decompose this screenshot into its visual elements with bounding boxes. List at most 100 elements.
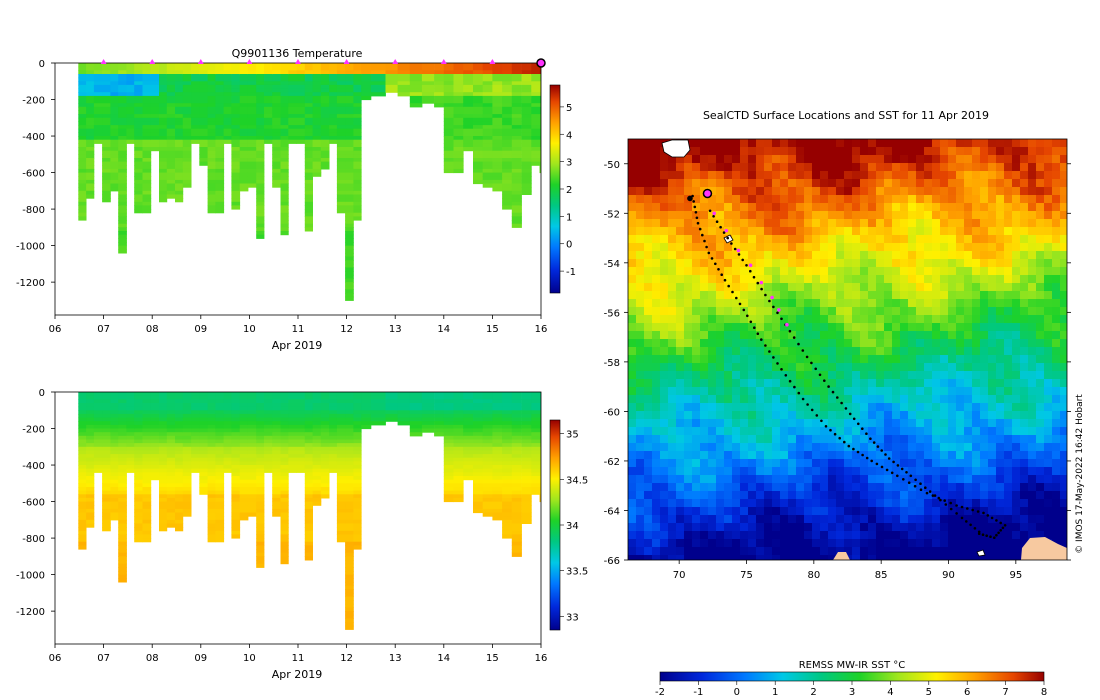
- temperature-cell: [159, 103, 168, 108]
- temperature-cell: [102, 168, 111, 174]
- temperature-cell: [531, 136, 540, 141]
- sst-cell: [1036, 187, 1045, 196]
- salinity-cell: [312, 490, 322, 495]
- temperature-cell: [182, 150, 192, 155]
- temperature-cell: [256, 70, 265, 75]
- temperature-cell: [118, 183, 127, 188]
- salinity-cell: [453, 457, 464, 462]
- temperature-cell: [215, 139, 225, 144]
- sst-cell: [900, 299, 909, 308]
- salinity-cell: [370, 421, 386, 426]
- temperature-cell: [345, 70, 354, 75]
- salinity-cell: [482, 472, 493, 477]
- salinity-cell: [304, 538, 313, 543]
- sst-cell: [1004, 291, 1013, 300]
- sst-cell: [1060, 155, 1067, 164]
- salinity-cell: [345, 403, 354, 408]
- temperature-cell: [521, 63, 532, 68]
- temperature-cell: [207, 74, 216, 79]
- salinity-cell: [345, 421, 354, 426]
- map-title: SealCTD Surface Locations and SST for 11…: [703, 109, 989, 122]
- salinity-cell: [296, 446, 306, 451]
- temperature-cell: [102, 84, 111, 90]
- salinity-cell: [150, 432, 160, 437]
- salinity-cell: [166, 428, 176, 433]
- sst-cell: [788, 339, 797, 348]
- salinity-cell: [150, 476, 160, 481]
- temperature-cell: [473, 168, 484, 174]
- sst-cell: [708, 227, 717, 236]
- temperature-cell: [304, 201, 313, 206]
- sst-cell: [644, 243, 653, 252]
- salinity-y-ticks: 0-200-400-600-800-1000-1200: [16, 388, 55, 618]
- sst-cell: [916, 171, 925, 180]
- salinity-cell: [239, 457, 249, 462]
- sst-cell: [844, 219, 853, 228]
- salinity-cell: [336, 392, 346, 397]
- sst-cell: [884, 275, 893, 284]
- sst-cell: [772, 163, 781, 172]
- salinity-cell: [296, 439, 306, 444]
- sst-cell: [788, 243, 797, 252]
- sst-cell: [764, 211, 773, 220]
- temperature-cell: [511, 194, 522, 199]
- salinity-cell: [521, 476, 532, 481]
- salinity-cell: [336, 472, 346, 477]
- sst-cell: [860, 291, 869, 300]
- salinity-cell: [304, 435, 313, 440]
- temperature-cell: [199, 158, 208, 163]
- salinity-cell: [329, 450, 338, 455]
- salinity-cell: [126, 432, 135, 437]
- salinity-cell: [256, 446, 265, 451]
- temperature-cell: [511, 121, 522, 126]
- salinity-profile: [207, 392, 216, 543]
- temperature-cell: [118, 74, 127, 79]
- temperature-cell: [86, 114, 95, 119]
- temperature-cell: [280, 223, 289, 228]
- temperature-cell: [78, 139, 87, 144]
- sst-cell: [940, 307, 949, 316]
- temperature-cell: [272, 81, 281, 86]
- temperature-cell: [345, 176, 354, 181]
- salinity-cell: [199, 468, 208, 473]
- salinity-cell: [521, 392, 532, 397]
- salinity-cell: [280, 399, 289, 404]
- temperature-cell: [175, 84, 184, 90]
- sst-cell: [852, 291, 861, 300]
- temperature-cell: [473, 136, 484, 141]
- salinity-cell: [280, 530, 289, 535]
- temperature-cell: [142, 154, 152, 159]
- salinity-cell: [256, 545, 265, 550]
- sst-cell: [764, 339, 773, 348]
- salinity-cell: [336, 410, 346, 415]
- salinity-cell: [93, 424, 103, 430]
- temperature-cell: [118, 190, 127, 195]
- sst-cell: [804, 331, 813, 340]
- temperature-cell: [492, 143, 503, 148]
- sst-cell: [724, 195, 733, 204]
- salinity-cell: [118, 443, 127, 448]
- temperature-cell: [502, 88, 513, 93]
- temperature-cell: [175, 190, 184, 195]
- temperature-cell: [409, 81, 423, 86]
- temperature-cell: [280, 136, 289, 141]
- temperature-cell: [312, 110, 322, 115]
- sst-cell: [932, 307, 941, 316]
- sst-cell: [740, 307, 749, 316]
- salinity-cell: [280, 556, 289, 561]
- sst-cell: [652, 307, 661, 316]
- sst-cell: [948, 339, 957, 348]
- sst-cell: [644, 179, 653, 188]
- salinity-cell: [223, 439, 232, 444]
- temperature-cell: [207, 139, 216, 144]
- salinity-cell: [511, 424, 522, 430]
- sst-cell: [700, 323, 709, 332]
- sst-cell: [924, 339, 933, 348]
- temperature-cell: [296, 136, 306, 141]
- temperature-cell: [492, 147, 503, 152]
- temperature-cell: [453, 143, 464, 148]
- sst-cell: [948, 323, 957, 332]
- sst-cell: [700, 195, 709, 204]
- temperature-cell: [473, 88, 484, 93]
- temperature-cell: [239, 132, 249, 137]
